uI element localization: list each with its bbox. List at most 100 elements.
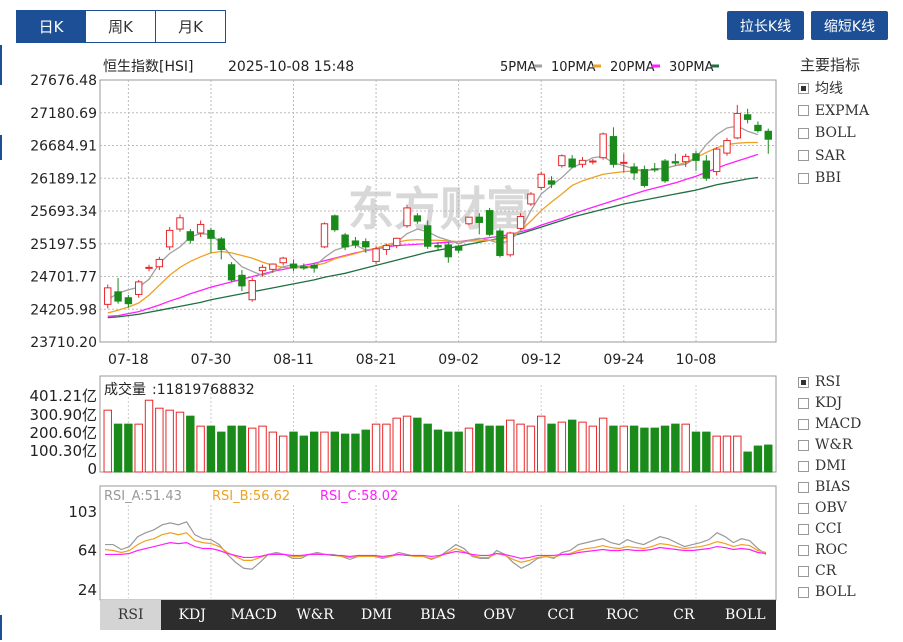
volume-bar bbox=[371, 423, 381, 473]
candle-body bbox=[578, 159, 587, 165]
main-option-sar[interactable]: SAR bbox=[798, 146, 845, 166]
checkbox[interactable] bbox=[798, 397, 809, 409]
candle-body bbox=[558, 155, 566, 167]
sub-option-kdj[interactable]: KDJ bbox=[798, 393, 842, 413]
candle bbox=[671, 153, 680, 166]
volume-bar bbox=[103, 409, 112, 473]
sub-option-cci[interactable]: CCI bbox=[798, 519, 842, 539]
volume-bar bbox=[206, 425, 216, 473]
volume-bar bbox=[124, 423, 133, 473]
x-tick-label: 08-11 bbox=[273, 352, 314, 368]
candle bbox=[506, 231, 514, 257]
volume-bar bbox=[392, 417, 401, 473]
volume-bar bbox=[764, 444, 773, 473]
option-label: OBV bbox=[815, 500, 847, 516]
volume-bar bbox=[268, 431, 278, 473]
x-tick-label: 10-08 bbox=[676, 352, 717, 368]
candle bbox=[423, 220, 432, 249]
checkbox[interactable] bbox=[798, 376, 809, 388]
checkbox[interactable] bbox=[798, 418, 809, 430]
main-option-[interactable]: 均线 bbox=[798, 78, 843, 98]
checkbox[interactable] bbox=[798, 82, 809, 94]
sub-option-wr[interactable]: W&R bbox=[798, 435, 852, 455]
candle-body bbox=[692, 153, 700, 161]
candle bbox=[289, 259, 298, 272]
main-option-bbi[interactable]: BBI bbox=[798, 168, 841, 188]
option-label: SAR bbox=[815, 147, 846, 164]
candle-body bbox=[589, 160, 597, 163]
checkbox[interactable] bbox=[798, 172, 809, 184]
rsi-a-label: RSI_A:51.43 bbox=[104, 489, 182, 504]
candle bbox=[269, 263, 277, 273]
sub-option-bias[interactable]: BIAS bbox=[798, 477, 851, 497]
candle bbox=[661, 159, 669, 183]
x-tick-label: 07-30 bbox=[191, 352, 232, 368]
rsi-b-label: RSI_B:56.62 bbox=[212, 489, 290, 504]
sub-option-cr[interactable]: CR bbox=[798, 561, 836, 581]
tab-bias[interactable]: BIAS bbox=[420, 607, 456, 623]
volume-bar bbox=[702, 431, 711, 473]
tab-boll[interactable]: BOLL bbox=[724, 607, 766, 623]
candle bbox=[702, 155, 711, 181]
tab-cr[interactable]: CR bbox=[673, 607, 695, 623]
main-option-boll[interactable]: BOLL bbox=[798, 123, 856, 143]
stretch-kline-button[interactable]: 拉长K线 bbox=[727, 11, 804, 40]
checkbox[interactable] bbox=[798, 523, 809, 535]
watermark-text: 东方财富 bbox=[348, 182, 532, 236]
sub-option-rsi[interactable]: RSI bbox=[798, 372, 841, 392]
candle bbox=[393, 237, 401, 249]
checkbox[interactable] bbox=[798, 439, 809, 451]
checkbox[interactable] bbox=[798, 460, 809, 472]
shrink-kline-button[interactable]: 缩短K线 bbox=[811, 11, 888, 40]
candle-body bbox=[320, 223, 329, 248]
main-option-expma[interactable]: EXPMA bbox=[798, 101, 869, 121]
sub-option-obv[interactable]: OBV bbox=[798, 498, 847, 518]
checkbox[interactable] bbox=[798, 565, 809, 577]
sub-option-roc[interactable]: ROC bbox=[798, 540, 848, 560]
checkbox[interactable] bbox=[798, 544, 809, 556]
tab-dmi[interactable]: DMI bbox=[360, 607, 393, 623]
option-label: W&R bbox=[815, 437, 853, 453]
tab-weekly-k[interactable]: 周K bbox=[86, 10, 156, 43]
candle bbox=[341, 233, 349, 251]
tab-macd[interactable]: MACD bbox=[230, 607, 277, 623]
candle bbox=[547, 176, 556, 189]
checkbox[interactable] bbox=[798, 150, 809, 161]
tab-monthly-k[interactable]: 月K bbox=[156, 10, 226, 43]
candle-body bbox=[547, 180, 556, 185]
checkbox[interactable] bbox=[798, 586, 809, 598]
sub-option-boll[interactable]: BOLL bbox=[798, 582, 856, 602]
option-label: EXPMA bbox=[815, 102, 870, 119]
candle bbox=[568, 155, 576, 169]
volume-bar bbox=[423, 423, 432, 473]
tab-roc[interactable]: ROC bbox=[605, 607, 639, 623]
volume-bar bbox=[464, 427, 474, 473]
checkbox[interactable] bbox=[798, 105, 809, 116]
tab-cci[interactable]: CCI bbox=[547, 607, 575, 623]
rsi-y-tick: 64 bbox=[78, 542, 97, 560]
tab-obv[interactable]: OBV bbox=[483, 607, 516, 623]
candle-body bbox=[248, 280, 256, 301]
sub-option-dmi[interactable]: DMI bbox=[798, 456, 846, 476]
candle bbox=[165, 227, 174, 251]
candle bbox=[104, 284, 112, 309]
tab-wr[interactable]: W&R bbox=[296, 607, 334, 623]
candle-body bbox=[269, 263, 277, 270]
volume-bar bbox=[237, 425, 247, 473]
candle-body bbox=[764, 130, 772, 140]
rsi-b-line bbox=[104, 532, 767, 563]
tab-daily-k[interactable]: 日K bbox=[16, 10, 86, 43]
checkbox[interactable] bbox=[798, 481, 809, 493]
volume-y-tick: 401.21亿 bbox=[30, 387, 98, 405]
checkbox[interactable] bbox=[798, 502, 809, 514]
candle bbox=[176, 214, 184, 232]
tab-kdj[interactable]: KDJ bbox=[178, 607, 206, 623]
tab-rsi[interactable]: RSI bbox=[100, 600, 162, 630]
volume-bar bbox=[712, 435, 721, 473]
volume-bar bbox=[536, 415, 546, 473]
rsi-y-tick: 24 bbox=[78, 581, 97, 599]
candle-body bbox=[382, 245, 391, 251]
sub-option-macd[interactable]: MACD bbox=[798, 414, 861, 434]
candle bbox=[527, 192, 535, 206]
checkbox[interactable] bbox=[798, 127, 809, 139]
